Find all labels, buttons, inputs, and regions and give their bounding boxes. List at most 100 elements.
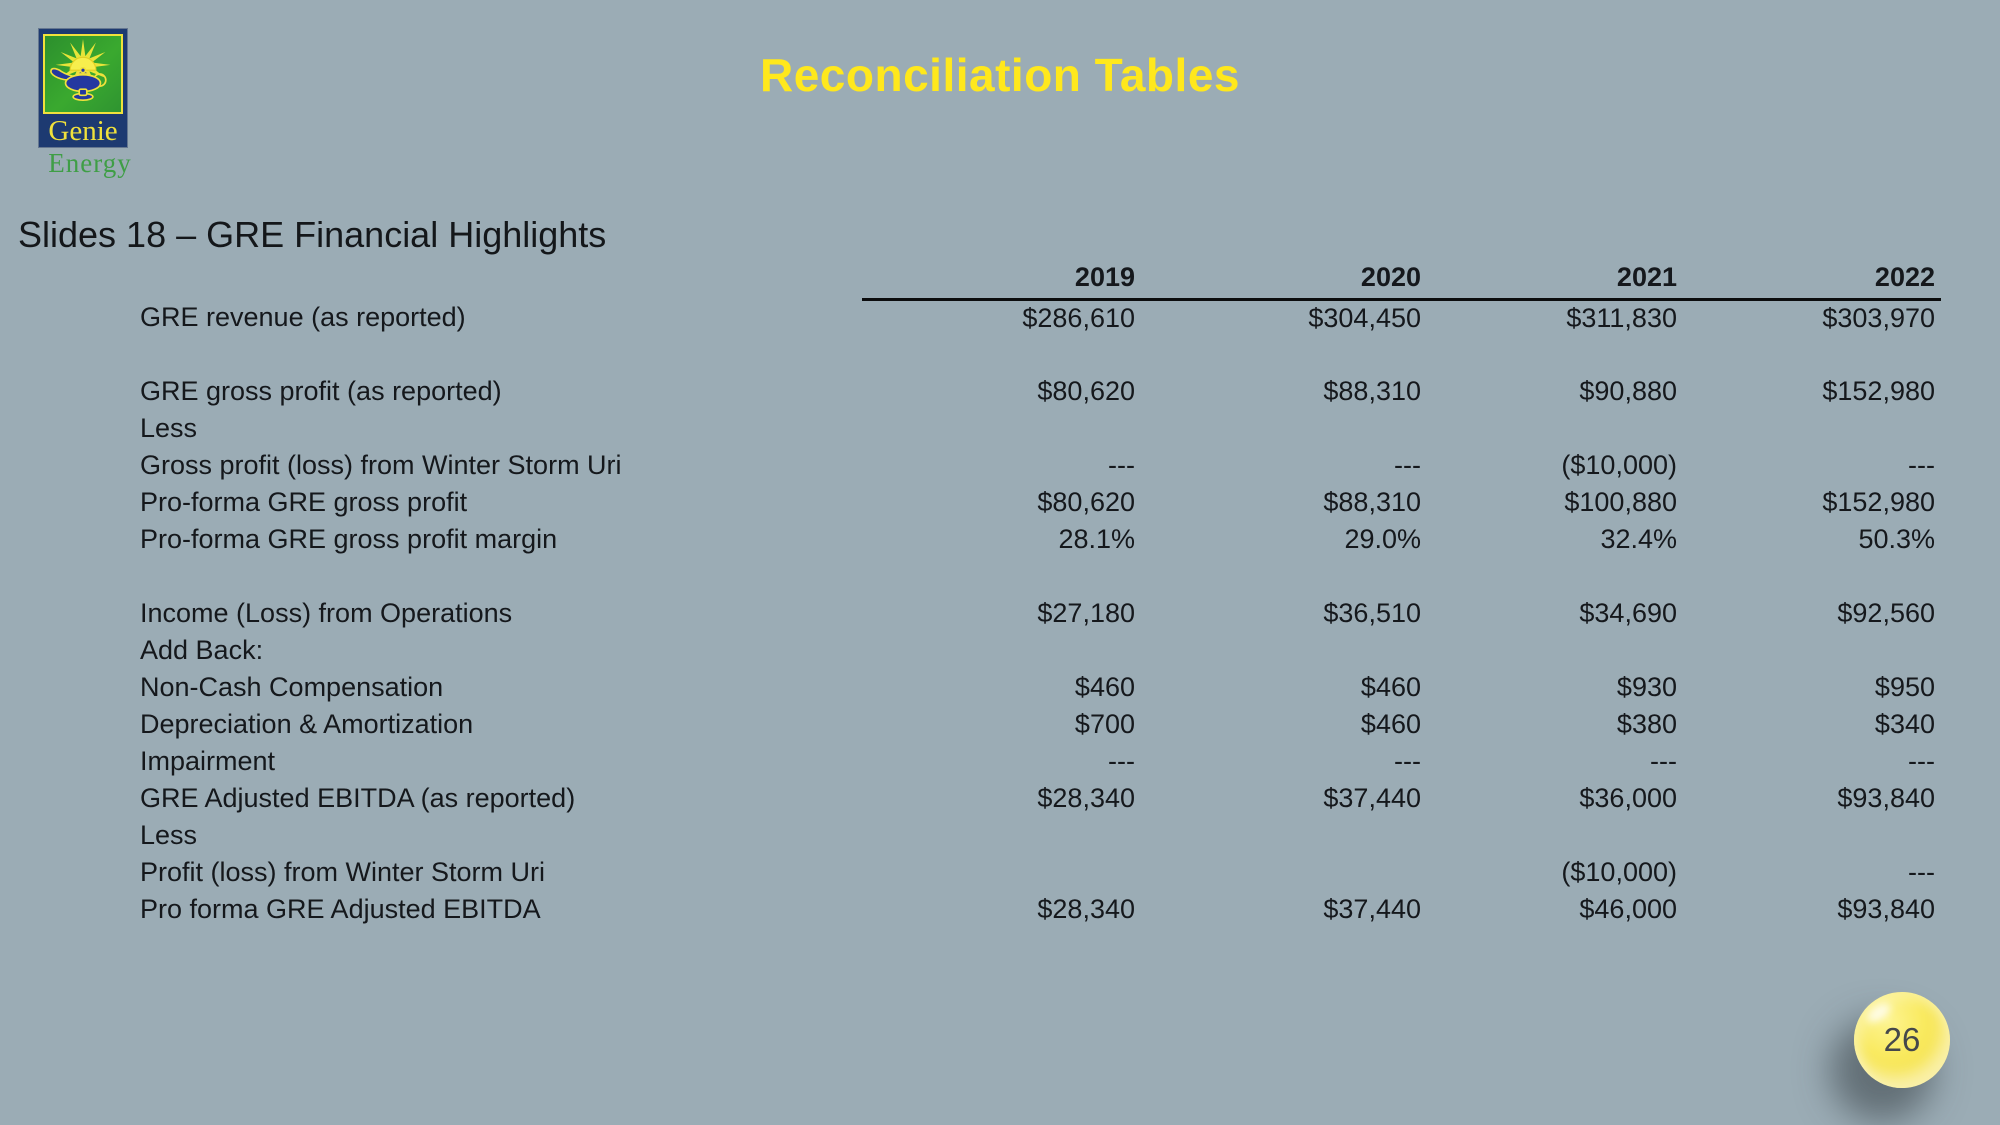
table-row: GRE gross profit (as reported) $80,620 $88… <box>140 373 1941 410</box>
row-value: ($10,000) <box>1561 857 1677 887</box>
genie-lamp-icon <box>50 66 107 102</box>
table-row: GRE revenue (as reported) $286,610 $304,45… <box>140 299 1941 336</box>
row-value: $88,310 <box>1323 376 1421 406</box>
row-value: $460 <box>1360 709 1421 739</box>
row-value: $28,340 <box>1037 894 1135 924</box>
table-row: Impairment --- --- --- --- <box>140 743 1941 780</box>
logo-navy-box: Genie <box>39 29 127 147</box>
table-row: Add Back: <box>140 632 1941 669</box>
slide-subtitle: Slides 18 – GRE Financial Highlights <box>18 214 607 255</box>
row-value: --- <box>1650 746 1677 776</box>
row-value: ($10,000) <box>1561 450 1677 480</box>
row-value: $303,970 <box>1822 302 1935 333</box>
row-value <box>1141 817 1427 854</box>
row-value <box>1141 854 1427 891</box>
page-number-badge: 26 <box>1854 992 1950 1088</box>
column-header-2020: 2020 <box>1141 258 1427 301</box>
row-value: $93,840 <box>1837 783 1935 813</box>
row-label: Profit (loss) from Winter Storm Uri <box>140 857 546 887</box>
row-value <box>1141 558 1427 595</box>
row-value <box>1427 632 1683 669</box>
row-value: $286,610 <box>1022 302 1135 333</box>
row-value <box>1427 817 1683 854</box>
column-header-2022: 2022 <box>1683 258 1941 301</box>
row-value: --- <box>1908 857 1935 887</box>
row-value: $80,620 <box>1037 376 1135 406</box>
row-label: Income (Loss) from Operations <box>140 598 513 628</box>
table-row: Non-Cash Compensation $460 $460 $930 $950 <box>140 669 1941 706</box>
row-label: Less <box>140 820 198 850</box>
row-value: $36,000 <box>1579 783 1677 813</box>
row-value <box>862 410 1141 447</box>
table-row: Pro forma GRE Adjusted EBITDA $28,340 $37,… <box>140 891 1941 928</box>
row-value: $92,560 <box>1837 598 1935 628</box>
column-header-2021: 2021 <box>1427 258 1683 301</box>
row-label: Non-Cash Compensation <box>140 672 444 702</box>
table-row: Income (Loss) from Operations $27,180 $36,… <box>140 595 1941 632</box>
row-value: $460 <box>1074 672 1135 702</box>
row-value <box>1427 410 1683 447</box>
table-row: Less <box>140 817 1941 854</box>
row-value <box>862 632 1141 669</box>
row-value <box>862 817 1141 854</box>
row-value: $152,980 <box>1822 487 1935 517</box>
row-value: $27,180 <box>1037 598 1135 628</box>
reconciliation-table: 2019 2020 2021 2022 GRE revenue (as repo… <box>140 258 1941 928</box>
row-value: 29.0% <box>1344 524 1421 554</box>
row-value <box>1683 558 1941 595</box>
row-value: $100,880 <box>1564 487 1677 517</box>
row-label: Depreciation & Amortization <box>140 709 474 739</box>
table-header-row: 2019 2020 2021 2022 <box>140 258 1941 301</box>
row-value: $950 <box>1874 672 1935 702</box>
row-value: $37,440 <box>1323 783 1421 813</box>
row-value <box>1427 336 1683 373</box>
row-label: Pro forma GRE Adjusted EBITDA <box>140 894 541 924</box>
header-label-spacer <box>140 258 862 299</box>
row-value: $930 <box>1616 672 1677 702</box>
row-value: 28.1% <box>1058 524 1135 554</box>
row-value <box>1683 632 1941 669</box>
row-value: $37,440 <box>1323 894 1421 924</box>
table-row: Profit (loss) from Winter Storm Uri ($10,… <box>140 854 1941 891</box>
row-value <box>1141 410 1427 447</box>
row-value: $93,840 <box>1837 894 1935 924</box>
row-value <box>1427 558 1683 595</box>
row-value: $460 <box>1360 672 1421 702</box>
row-value: $36,510 <box>1323 598 1421 628</box>
row-value: $340 <box>1874 709 1935 739</box>
spacer-row <box>140 336 1941 373</box>
row-label <box>140 336 862 373</box>
table-body: GRE revenue (as reported) $286,610 $304,45… <box>140 299 1941 928</box>
sun-disc <box>69 56 97 71</box>
slide-title: Reconciliation Tables <box>760 49 1240 101</box>
row-label: Less <box>140 413 198 443</box>
row-value: $34,690 <box>1579 598 1677 628</box>
row-value: $311,830 <box>1566 302 1677 333</box>
column-header-2019: 2019 <box>862 258 1141 301</box>
row-label: Impairment <box>140 746 276 776</box>
table-row: Pro-forma GRE gross profit $80,620 $88,310… <box>140 484 1941 521</box>
row-label: Pro-forma GRE gross profit margin <box>140 524 558 554</box>
row-value: $28,340 <box>1037 783 1135 813</box>
sunburst-lamp-icon <box>50 39 111 102</box>
logo-tagline: Energy <box>48 148 132 178</box>
row-value <box>1141 632 1427 669</box>
row-value <box>862 558 1141 595</box>
row-value: $90,880 <box>1579 376 1677 406</box>
row-value: 32.4% <box>1600 524 1677 554</box>
row-value: --- <box>1108 450 1135 480</box>
row-value <box>1683 410 1941 447</box>
row-label: GRE revenue (as reported) <box>140 302 466 332</box>
genie-energy-logo: Genie Energy <box>39 29 149 178</box>
table-row: Depreciation & Amortization $700 $460 $380 $… <box>140 706 1941 743</box>
row-value: $700 <box>1074 709 1135 739</box>
row-value: --- <box>1908 746 1935 776</box>
table-row: Gross profit (loss) from Winter Storm Ur… <box>140 447 1941 484</box>
row-value: $88,310 <box>1323 487 1421 517</box>
row-value: $304,450 <box>1308 302 1421 333</box>
row-label: Pro-forma GRE gross profit <box>140 487 468 517</box>
row-value: $380 <box>1616 709 1677 739</box>
row-value: --- <box>1108 746 1135 776</box>
row-label <box>140 558 862 595</box>
row-value: --- <box>1908 450 1935 480</box>
